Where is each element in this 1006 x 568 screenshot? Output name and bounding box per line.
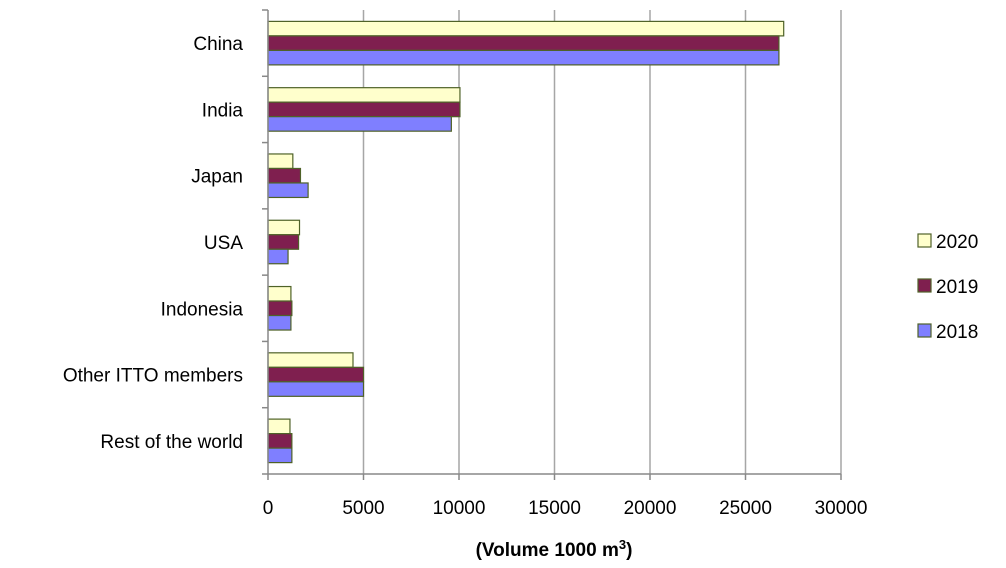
bars-layer [267, 20, 785, 464]
x-tick-label: 20000 [624, 498, 677, 519]
category-label: China [193, 34, 243, 55]
bar-2018-usa [267, 248, 289, 265]
bar-2018-china [267, 49, 780, 66]
category-label: USA [204, 233, 243, 254]
x-axis-title: (Volume 1000 m3) [476, 537, 633, 562]
bar-2019-india [267, 101, 461, 118]
bar-2018-rest-of-the-world [267, 447, 293, 464]
bar-2020-usa [267, 219, 301, 236]
x-axis-title-superscript: 3 [619, 537, 626, 552]
legend: 2020 2019 2018 [917, 232, 978, 343]
x-tick-label: 15000 [528, 498, 581, 519]
labels-layer: 0 5000 10000 15000 20000 25000 30000 China India… [63, 34, 868, 519]
bar-2019-usa [267, 234, 300, 250]
legend-label-2018: 2018 [936, 322, 978, 343]
category-label: Other ITTO members [63, 366, 243, 387]
legend-label-2019: 2019 [936, 277, 978, 298]
legend-swatch-2020 [917, 233, 932, 248]
bar-2020-indonesia [267, 285, 292, 302]
x-tick-label: 25000 [719, 498, 772, 519]
bar-2019-china [267, 35, 780, 51]
bar-2020-india [267, 87, 461, 103]
category-label: India [202, 100, 244, 121]
bar-2020-japan [267, 153, 294, 170]
x-axis-title-text: (Volume 1000 m [476, 540, 619, 561]
bar-2018-india [267, 116, 452, 132]
legend-swatch-2019 [917, 278, 932, 293]
x-tick-label: 5000 [342, 498, 384, 519]
category-label: Japan [191, 167, 243, 188]
legend-swatch-2018 [917, 323, 932, 338]
category-label: Indonesia [161, 299, 244, 320]
bar-2019-other-itto-members [267, 366, 365, 383]
bar-2020-rest-of-the-world [267, 418, 291, 435]
axis-layer [262, 9, 842, 480]
bar-2019-rest-of-the-world [267, 433, 293, 449]
bar-2020-other-itto-members [267, 352, 354, 368]
legend-label-2020: 2020 [936, 232, 978, 253]
x-tick-label: 0 [263, 498, 274, 519]
bar-2019-indonesia [267, 300, 293, 317]
x-tick-label: 30000 [815, 498, 868, 519]
category-label: Rest of the world [100, 432, 243, 453]
x-axis-title-suffix: ) [626, 540, 632, 561]
bar-2018-japan [267, 182, 309, 199]
x-tick-label: 10000 [433, 498, 486, 519]
bar-2018-indonesia [267, 314, 292, 331]
bar-2020-china [267, 20, 785, 37]
bar-2019-japan [267, 167, 302, 184]
grid-layer [362, 10, 842, 474]
bar-2018-other-itto-members [267, 381, 365, 397]
